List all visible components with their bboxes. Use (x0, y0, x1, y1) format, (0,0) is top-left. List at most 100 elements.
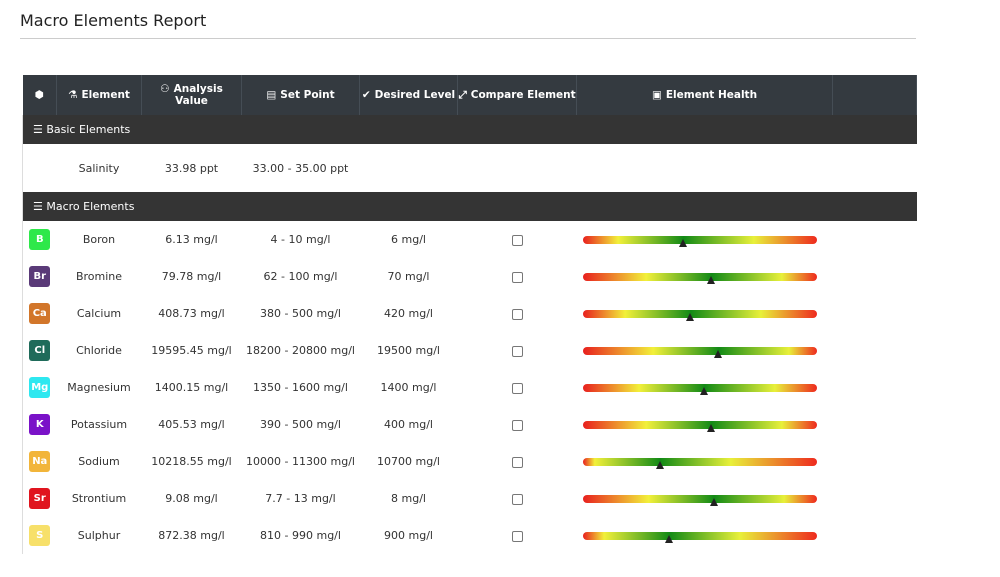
element-symbol-badge: Mg (29, 377, 51, 398)
health-marker (707, 275, 716, 284)
element-symbol-badge: S (29, 525, 51, 546)
title-divider (20, 38, 916, 39)
header-setpoint[interactable]: ▤ Set Point (241, 75, 360, 115)
compare-checkbox[interactable] (511, 419, 523, 431)
desired-level: 420 mg/l (384, 307, 433, 320)
analysis-value: 872.38 mg/l (158, 529, 225, 542)
health-marker (714, 349, 723, 358)
element-name: Sodium (78, 455, 120, 468)
table-header: ⬢ ⚗ Element ⚇ Analysis Value ▤ Set Point ✔ D… (22, 75, 917, 115)
health-bar (582, 457, 817, 469)
gear-icon: ⬢ (34, 89, 44, 101)
table-row: Br Bromine 79.78 mg/l 62 - 100 mg/l 70 m… (22, 258, 917, 295)
analysis-value: 6.13 mg/l (165, 233, 218, 246)
element-name: Chloride (76, 344, 122, 357)
settings-header[interactable]: ⬢ (22, 75, 57, 115)
table-row: Mg Magnesium 1400.15 mg/l 1350 - 1600 mg… (22, 369, 917, 406)
section-basic: ☰ Basic Elements (22, 115, 917, 144)
table-row: Cl Chloride 19595.45 mg/l 18200 - 20800 … (22, 332, 917, 369)
health-marker (707, 423, 716, 432)
health-bar (582, 531, 817, 543)
clipboard-check-icon: ▣ (651, 89, 662, 101)
compare-checkbox[interactable] (511, 345, 523, 357)
user-icon: ⚇ (160, 83, 170, 95)
desired-level: 900 mg/l (384, 529, 433, 542)
health-marker (700, 386, 709, 395)
health-marker (679, 238, 688, 247)
compare-checkbox[interactable] (511, 308, 523, 320)
compare-checkbox[interactable] (511, 456, 523, 468)
list-icon: ☰ (33, 123, 47, 136)
element-name: Strontium (71, 492, 127, 505)
desired-level: 19500 mg/l (377, 344, 440, 357)
header-desired[interactable]: ✔ Desired Level (359, 75, 458, 115)
table-row: K Potassium 405.53 mg/l 390 - 500 mg/l 4… (22, 406, 917, 443)
health-bar (582, 383, 817, 395)
table-row: B Boron 6.13 mg/l 4 - 10 mg/l 6 mg/l (22, 221, 917, 258)
element-name: Bromine (75, 270, 123, 283)
list-icon: ☰ (33, 200, 47, 213)
set-point: 18200 - 20800 mg/l (246, 344, 355, 357)
compare-checkbox[interactable] (511, 530, 523, 542)
health-bar (582, 309, 817, 321)
header-blank (832, 75, 917, 115)
table-row: Ca Calcium 408.73 mg/l 380 - 500 mg/l 42… (22, 295, 917, 332)
table-row: Salinity 33.98 ppt 33.00 - 35.00 ppt (22, 144, 917, 192)
health-marker (665, 534, 674, 543)
set-point: 4 - 10 mg/l (270, 233, 331, 246)
analysis-value: 1400.15 mg/l (154, 381, 229, 394)
set-point: 10000 - 11300 mg/l (246, 455, 355, 468)
health-marker (686, 312, 695, 321)
header-compare[interactable]: ⤢ Compare Element (457, 75, 577, 115)
page-title: Macro Elements Report (20, 11, 207, 30)
desired-level: 6 mg/l (391, 233, 426, 246)
compare-checkbox[interactable] (511, 234, 523, 246)
chart-line-icon: ⤢ (458, 88, 467, 101)
analysis-value: 19595.45 mg/l (151, 344, 232, 357)
compare-checkbox[interactable] (511, 382, 523, 394)
flask-icon: ⚗ (68, 89, 78, 101)
health-marker (709, 497, 718, 506)
set-point: 7.7 - 13 mg/l (265, 492, 336, 505)
desired-level: 8 mg/l (391, 492, 426, 505)
health-bar (582, 272, 817, 284)
desired-level: 70 mg/l (387, 270, 430, 283)
analysis-value: 33.98 ppt (164, 161, 219, 175)
analysis-value: 9.08 mg/l (165, 492, 218, 505)
analysis-value: 405.53 mg/l (158, 418, 225, 431)
element-symbol-badge: Na (29, 451, 51, 472)
desired-level: 10700 mg/l (377, 455, 440, 468)
header-health[interactable]: ▣ Element Health (576, 75, 833, 115)
desired-level: 400 mg/l (384, 418, 433, 431)
analysis-value: 79.78 mg/l (161, 270, 222, 283)
set-point: 810 - 990 mg/l (260, 529, 341, 542)
health-bar (582, 346, 817, 358)
element-name: Boron (82, 233, 116, 246)
desired-level: 1400 mg/l (380, 381, 437, 394)
element-symbol-badge: Cl (29, 340, 51, 361)
section-macro: ☰ Macro Elements (22, 192, 917, 221)
set-point: 380 - 500 mg/l (260, 307, 341, 320)
element-name: Sulphur (77, 529, 121, 542)
header-analysis[interactable]: ⚇ Analysis Value (141, 75, 242, 115)
table-row: Na Sodium 10218.55 mg/l 10000 - 11300 mg… (22, 443, 917, 480)
element-name: Potassium (70, 418, 128, 431)
table-row: S Sulphur 872.38 mg/l 810 - 990 mg/l 900… (22, 517, 917, 554)
health-bar (582, 235, 817, 247)
element-symbol-badge: Sr (29, 488, 51, 509)
element-symbol-badge: Ca (29, 303, 51, 324)
set-point: 1350 - 1600 mg/l (253, 381, 348, 394)
element-name: Salinity (78, 161, 120, 175)
header-element[interactable]: ⚗ Element (56, 75, 142, 115)
element-name: Magnesium (67, 381, 131, 394)
analysis-value: 10218.55 mg/l (151, 455, 232, 468)
file-icon: ▤ (266, 89, 277, 101)
health-bar (582, 494, 817, 506)
set-point: 62 - 100 mg/l (263, 270, 338, 283)
health-marker (655, 460, 664, 469)
health-bar (582, 420, 817, 432)
element-symbol-badge: B (29, 229, 51, 250)
compare-checkbox[interactable] (511, 493, 523, 505)
element-symbol-badge: Br (29, 266, 51, 287)
compare-checkbox[interactable] (511, 271, 523, 283)
